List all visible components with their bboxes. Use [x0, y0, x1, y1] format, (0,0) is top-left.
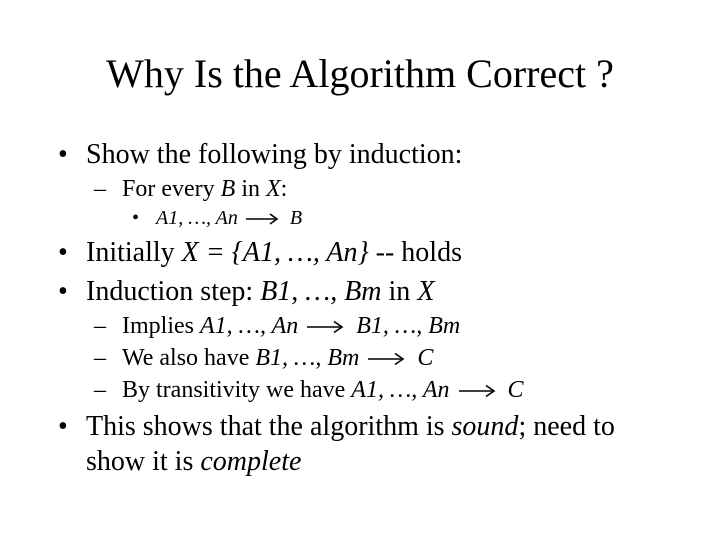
b1-1-i2: X — [266, 176, 281, 202]
b4-t1: This shows that the algorithm is — [86, 411, 452, 442]
b2-t2: -- holds — [369, 237, 462, 268]
b3-2-i2: C — [417, 345, 433, 371]
b3-3-t1: By transitivity we have — [122, 377, 351, 403]
b3-1-i1: A1, …, An — [200, 313, 298, 339]
bullet-3-1: Implies A1, …, An B1, …, Bm — [86, 311, 670, 341]
slide: Why Is the Algorithm Correct ? Show the … — [0, 0, 720, 540]
b1-1-i1: B — [221, 176, 236, 202]
b1-1-1-i2: B — [290, 207, 302, 229]
bullet-1-1-sublist: A1, …, An B — [122, 206, 670, 231]
arrow-icon — [367, 352, 409, 366]
b3-i2: X — [417, 276, 434, 307]
b4-i2: complete — [200, 446, 301, 477]
b4-i1: sound — [452, 411, 519, 442]
bullet-1: Show the following by induction: For eve… — [50, 137, 670, 231]
bullet-1-1-1: A1, …, An B — [122, 206, 670, 231]
bullet-3-sublist: Implies A1, …, An B1, …, Bm We also have… — [86, 311, 670, 405]
b3-i1: B1, …, Bm — [260, 276, 381, 307]
slide-title: Why Is the Algorithm Correct ? — [50, 50, 670, 97]
bullet-1-1: For every B in X: A1, …, An B — [86, 174, 670, 231]
bullet-3: Induction step: B1, …, Bm in X Implies A… — [50, 274, 670, 405]
b1-1-t2: in — [235, 176, 266, 202]
bullet-1-sublist: For every B in X: A1, …, An B — [86, 174, 670, 231]
b3-3-i2: C — [508, 377, 524, 403]
b3-2-t1: We also have — [122, 345, 255, 371]
arrow-icon — [306, 320, 348, 334]
b3-1-i2: B1, …, Bm — [356, 313, 460, 339]
b3-2-i1: B1, …, Bm — [255, 345, 365, 371]
bullet-3-3: By transitivity we have A1, …, An C — [86, 375, 670, 405]
bullet-1-text: Show the following by induction: — [86, 139, 462, 170]
b3-t2: in — [382, 276, 418, 307]
bullet-4: This shows that the algorithm is sound; … — [50, 409, 670, 479]
b3-t1: Induction step: — [86, 276, 260, 307]
arrow-icon — [245, 213, 283, 225]
b2-i1: X = {A1, …, An} — [182, 237, 369, 268]
b1-1-t1: For every — [122, 176, 221, 202]
bullet-list: Show the following by induction: For eve… — [50, 137, 670, 479]
bullet-2: Initially X = {A1, …, An} -- holds — [50, 235, 670, 270]
b3-1-t1: Implies — [122, 313, 200, 339]
b1-1-t3: : — [281, 176, 288, 202]
bullet-3-2: We also have B1, …, Bm C — [86, 343, 670, 373]
b1-1-1-i1: A1, …, An — [156, 207, 238, 229]
b3-3-i1: A1, …, An — [351, 377, 449, 403]
b2-t1: Initially — [86, 237, 182, 268]
arrow-icon — [458, 384, 500, 398]
